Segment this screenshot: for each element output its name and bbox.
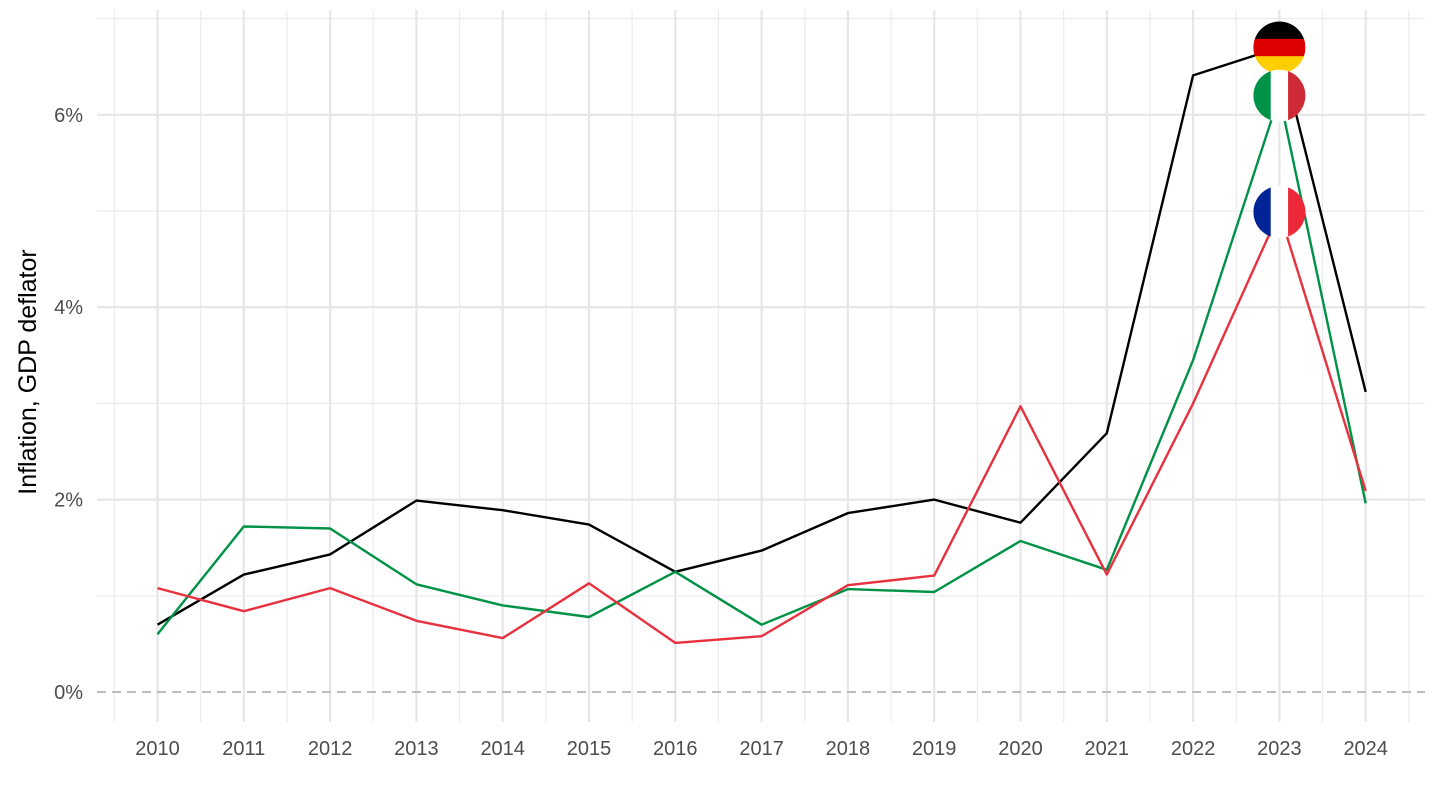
series-line-france — [157, 210, 1367, 645]
y-axis-title: Inflation, GDP deflator — [14, 249, 42, 495]
germany-flag-stripes — [1253, 21, 1306, 74]
major-gridlines — [97, 10, 1425, 722]
x-tick-label: 2024 — [1343, 738, 1388, 760]
x-tick-label: 2023 — [1257, 738, 1302, 760]
italy-flag-band — [1288, 69, 1306, 122]
x-axis-tick-labels: 2010 2011 2012 2013 2014 2015 2016 2017 2018 2019… — [135, 738, 1388, 760]
series-line-germany — [156, 46, 1367, 626]
germany-flag-band — [1253, 56, 1306, 74]
france-flag-stripes — [1253, 186, 1306, 238]
italy-flag-icon — [1253, 69, 1306, 122]
france-flag-icon — [1253, 186, 1306, 238]
germany-flag-band — [1253, 21, 1306, 40]
france-flag-band — [1270, 186, 1289, 238]
x-tick-label: 2021 — [1085, 738, 1130, 760]
x-tick-label: 2012 — [308, 738, 353, 760]
series-lines — [156, 46, 1367, 645]
x-tick-label: 2013 — [394, 738, 439, 760]
italy-flag-stripes — [1253, 69, 1306, 122]
y-tick-label: 6% — [54, 105, 83, 127]
series-line-italy — [156, 94, 1367, 636]
x-tick-label: 2017 — [739, 738, 784, 760]
x-tick-label: 2016 — [653, 738, 698, 760]
x-tick-label: 2014 — [480, 738, 525, 760]
france-flag-band — [1253, 186, 1272, 238]
x-tick-label: 2019 — [912, 738, 957, 760]
x-tick-label: 2018 — [826, 738, 871, 760]
y-tick-label: 0% — [54, 682, 83, 704]
germany-flag-icon — [1253, 21, 1306, 74]
y-tick-label: 2% — [54, 490, 83, 512]
x-tick-label: 2015 — [567, 738, 612, 760]
x-tick-label: 2022 — [1171, 738, 1216, 760]
france-flag-band — [1288, 186, 1306, 238]
italy-flag-band — [1270, 69, 1289, 122]
y-tick-label: 4% — [54, 297, 83, 319]
x-tick-label: 2011 — [222, 738, 265, 760]
flag-markers — [1253, 21, 1306, 238]
x-tick-label: 2010 — [135, 738, 180, 760]
x-tick-label: 2020 — [998, 738, 1043, 760]
italy-flag-band — [1253, 69, 1272, 122]
y-axis-tick-labels: 0% 2% 4% 6% — [54, 105, 83, 704]
germany-flag-band — [1253, 38, 1306, 57]
